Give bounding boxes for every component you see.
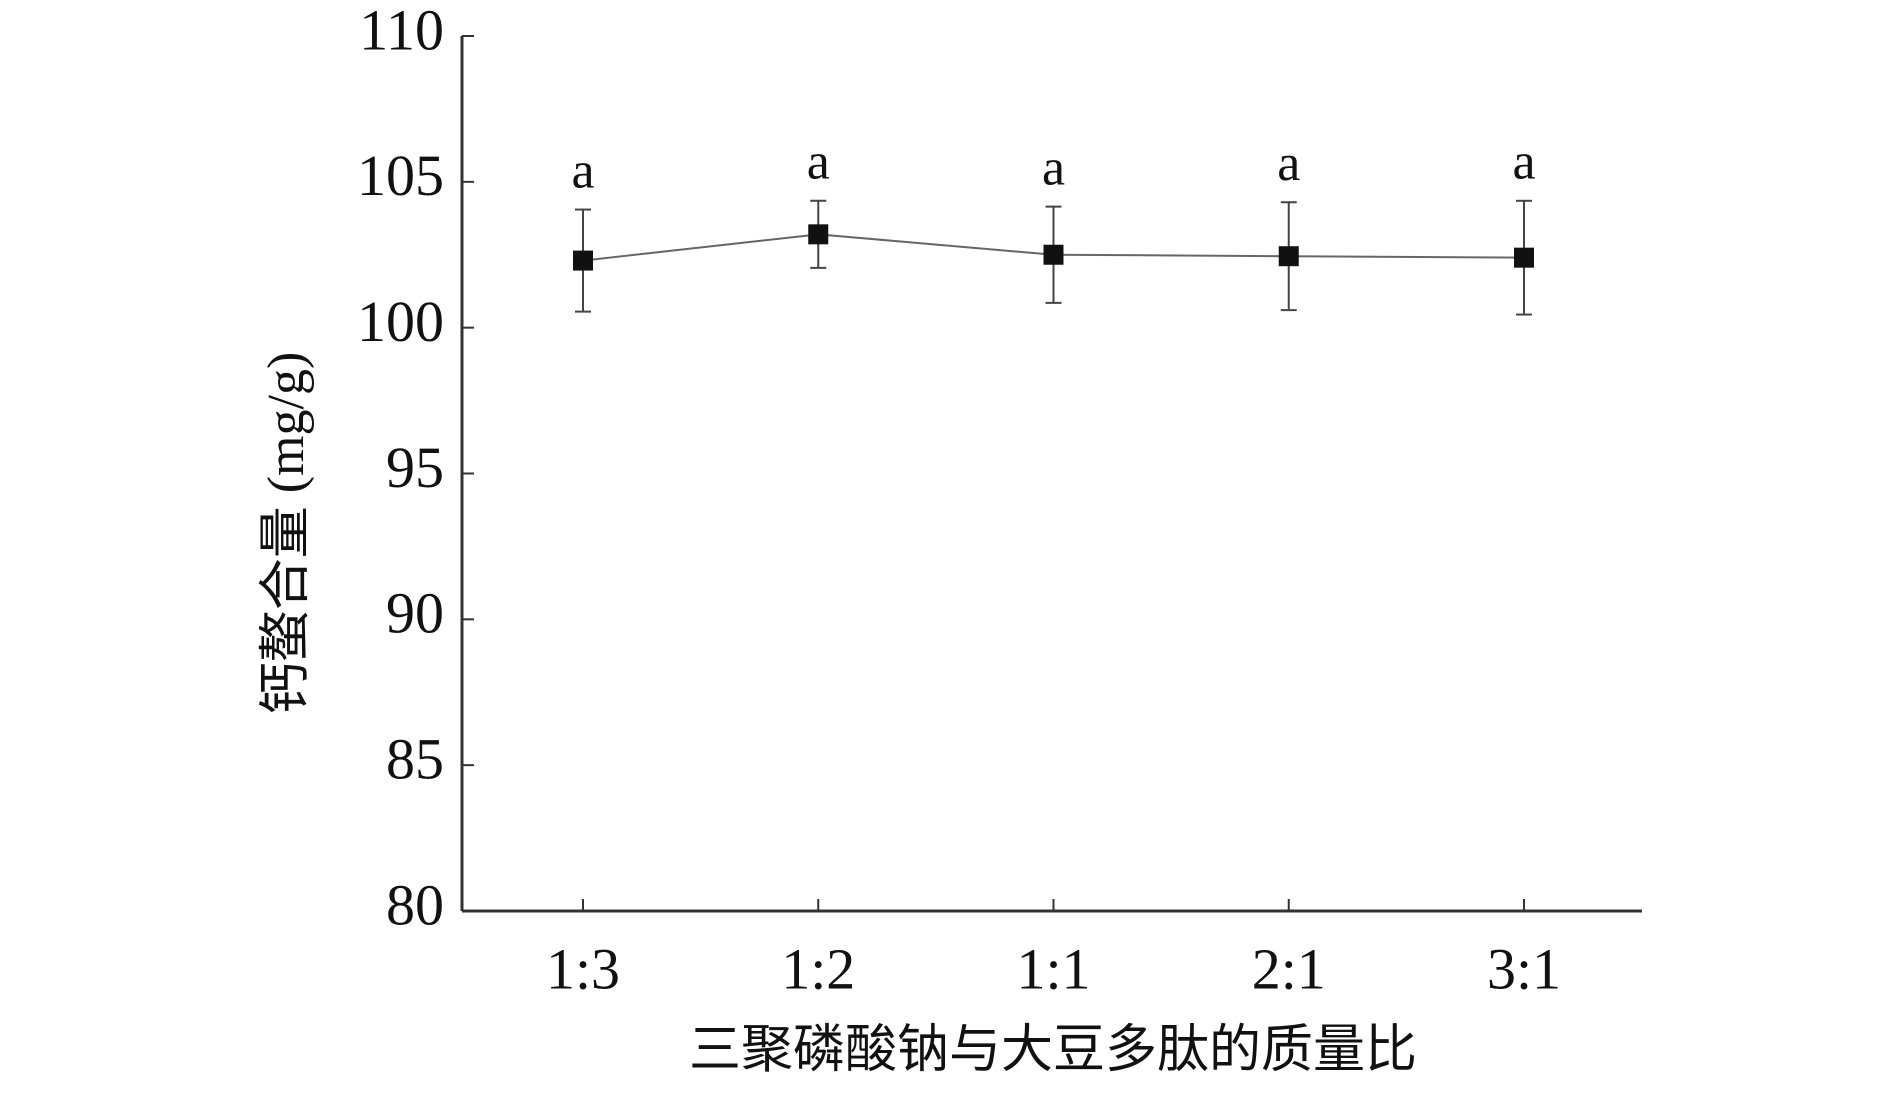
marker	[573, 250, 593, 271]
x-tick-label: 1:3	[546, 936, 620, 1001]
y-tick-label: 85	[386, 726, 444, 791]
annotation: a	[807, 134, 830, 191]
annotation: a	[1042, 140, 1065, 197]
x-tick-label: 3:1	[1487, 936, 1561, 1001]
y-tick-label: 105	[357, 143, 444, 208]
marker	[1514, 247, 1534, 268]
annotation: a	[571, 142, 594, 199]
y-tick-label: 100	[357, 289, 444, 354]
y-tick-label: 95	[386, 435, 444, 500]
y-tick-label: 90	[386, 581, 444, 646]
marker	[1278, 246, 1299, 267]
y-tick-label: 80	[386, 872, 444, 937]
y-axis-title: 钙螯合量 (mg/g)	[258, 352, 315, 715]
x-tick-label: 1:1	[1016, 936, 1090, 1001]
annotation: a	[1512, 134, 1535, 191]
y-tick-label: 110	[359, 0, 444, 62]
x-tick-label: 1:2	[781, 936, 855, 1001]
marker	[808, 224, 829, 245]
annotation: a	[1277, 135, 1300, 192]
x-tick-label: 2:1	[1252, 936, 1326, 1001]
x-axis-title: 三聚磷酸钠与大豆多肽的质量比	[689, 1022, 1417, 1079]
marker	[1043, 244, 1064, 265]
